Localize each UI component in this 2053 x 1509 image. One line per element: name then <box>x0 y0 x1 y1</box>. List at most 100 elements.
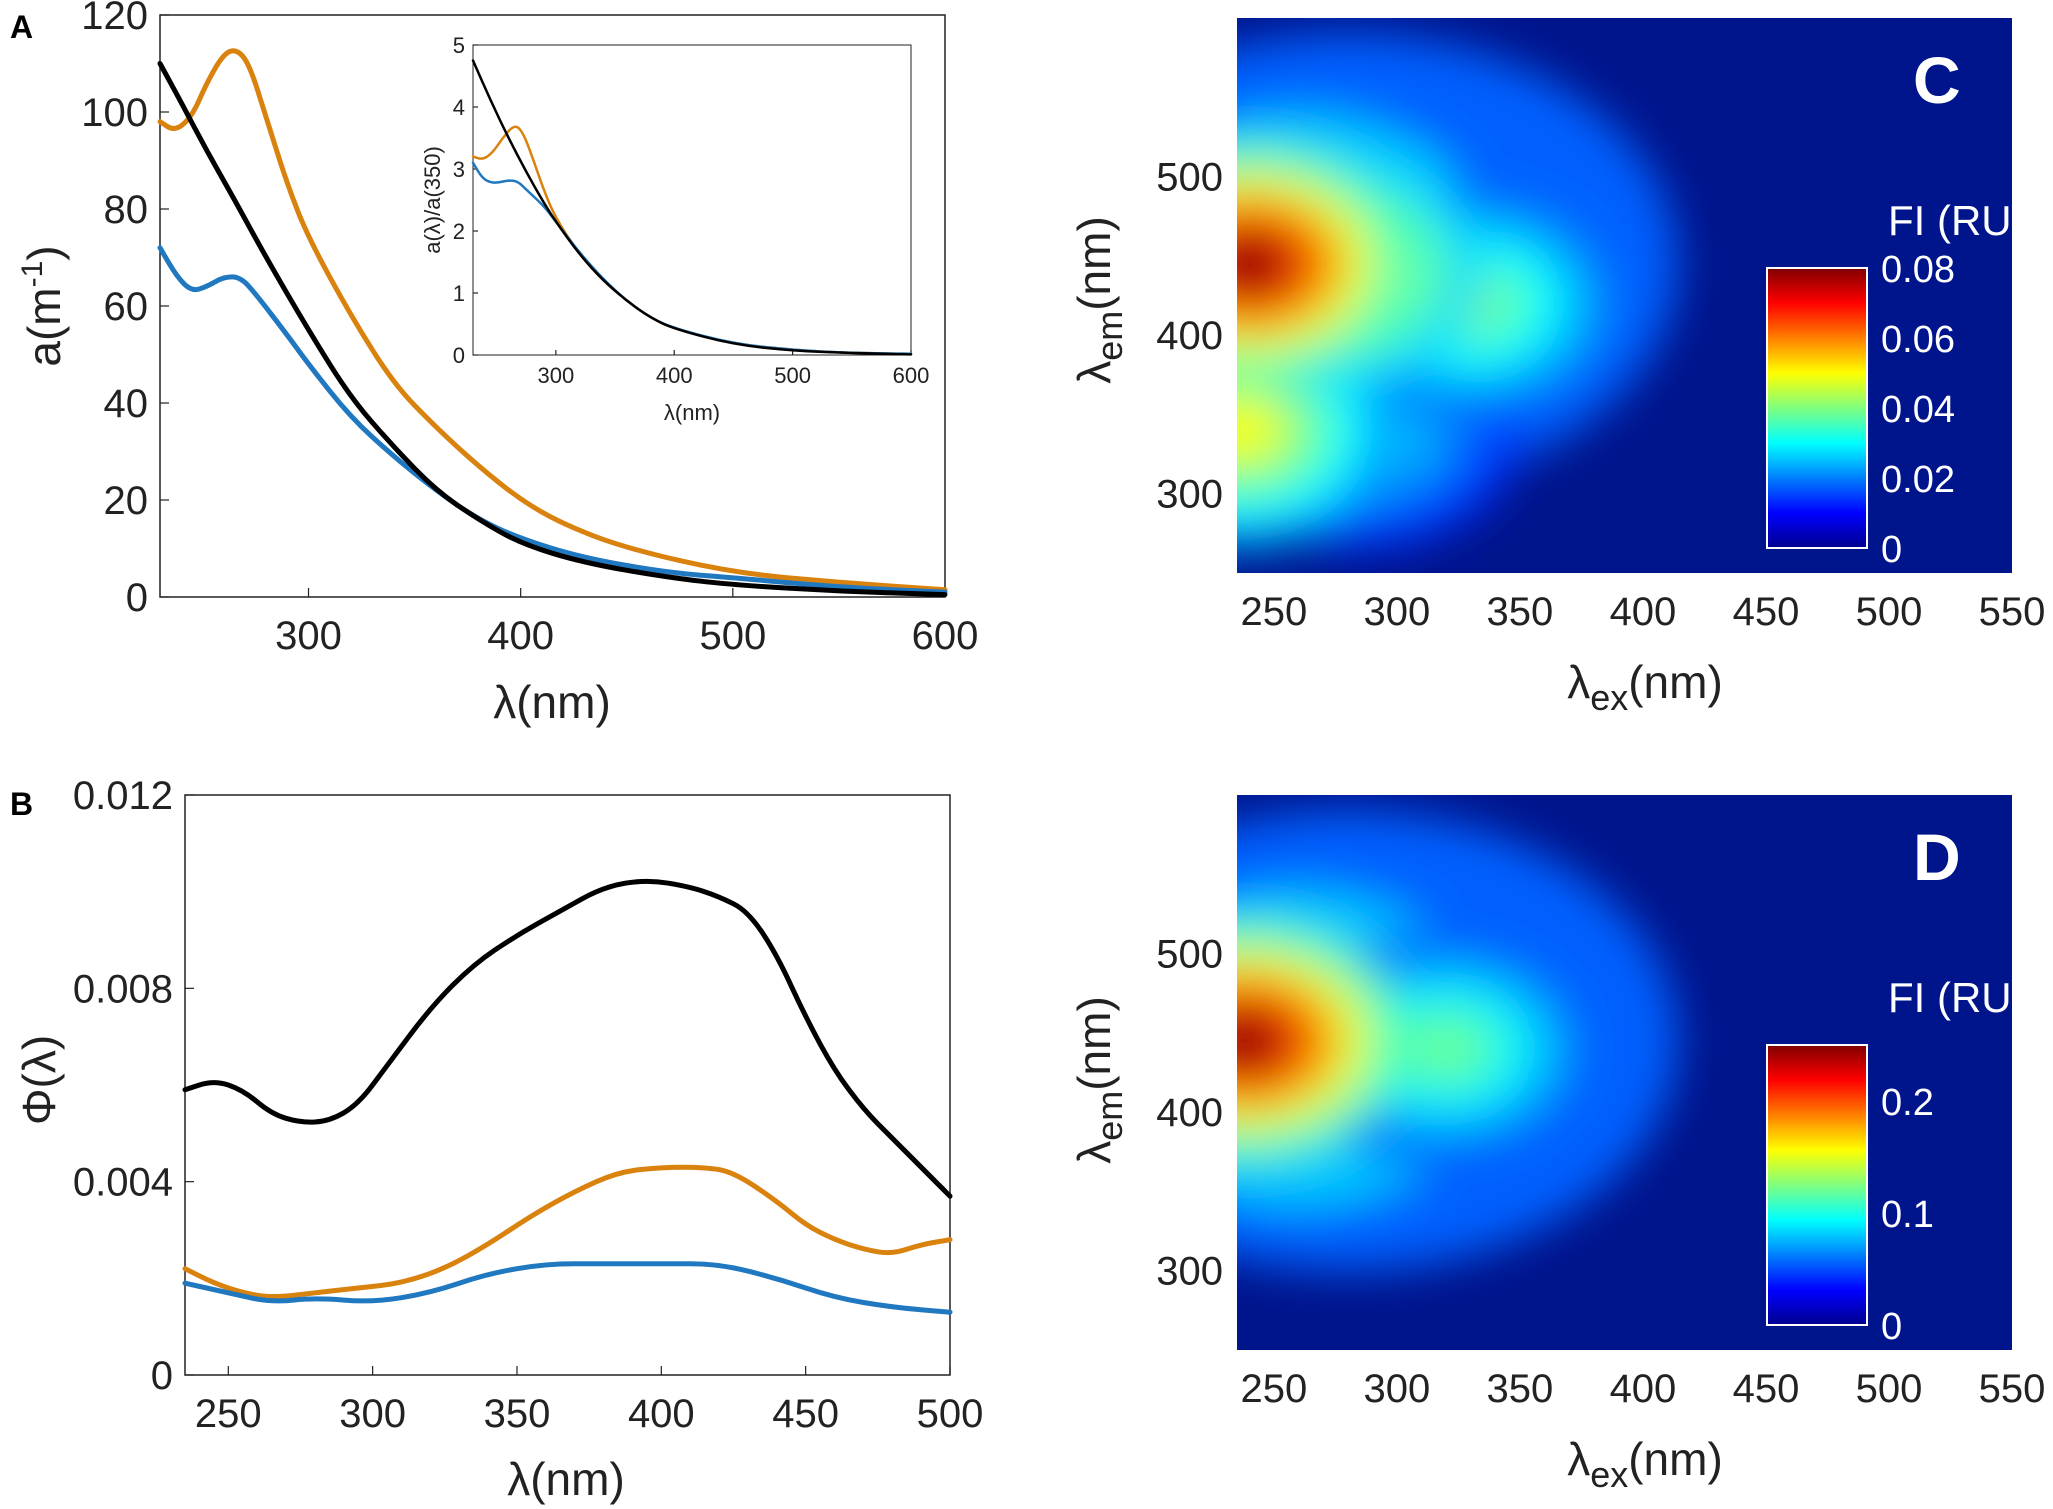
panel-a-inset-ytick-label: 5 <box>453 33 465 58</box>
panel-d-colorbar-title: FI (RU) <box>1888 974 2026 1021</box>
panel-a-xlabel: λ(nm) <box>493 676 611 728</box>
panel-a-ytick-label: 0 <box>126 576 148 620</box>
panel-d-colorbar-tick: 0.2 <box>1881 1082 1934 1124</box>
panel-b-ytick-label: 0 <box>151 1354 173 1398</box>
panel-b-lines <box>182 878 953 1315</box>
panel-a-ytick-label: 80 <box>104 188 149 232</box>
panel-label-a: A <box>10 9 33 45</box>
panel-b-xtick-label: 250 <box>195 1392 262 1436</box>
panel-c-blobs <box>1237 33 1678 550</box>
panel-d: 250 300 350 400 450 500 550 300 400 500 D FI (RU)… <box>1068 795 2045 1495</box>
panel-c-colorbar-tick: 0.04 <box>1881 389 1955 431</box>
panel-a-ytick-label: 40 <box>104 382 149 426</box>
panel-c-colorbar-tick: 0.06 <box>1881 319 1955 361</box>
panel-a-lines <box>157 48 948 598</box>
panel-a-inset-axes <box>472 44 912 356</box>
panel-c-xtick-label: 250 <box>1241 590 1308 634</box>
panel-b-ytick-label: 0.012 <box>73 774 173 818</box>
panel-c-colorbar-tick: 0.02 <box>1881 459 1955 501</box>
panel-d-xtick-label: 500 <box>1856 1367 1923 1411</box>
panel-c-xtick-label: 350 <box>1487 590 1554 634</box>
panel-d-peak <box>1411 1023 1481 1075</box>
panel-c-xtick-label: 400 <box>1610 590 1677 634</box>
panel-a-inset-ylabel: a(λ)/a(350) <box>420 146 445 254</box>
panel-a-xtick-label: 400 <box>487 614 554 658</box>
panel-c-colorbar <box>1766 267 1868 549</box>
panel-d-colorbar <box>1766 1044 1868 1326</box>
panel-b-series-orange <box>182 1164 953 1299</box>
panel-a-xtick-label: 300 <box>275 614 342 658</box>
panel-d-ylabel: λem(nm) <box>1068 996 1130 1164</box>
panel-a-inset-ytick-label: 1 <box>453 281 465 306</box>
panel-a-ytick-label: 120 <box>81 0 148 38</box>
panel-c-xlabel: λex(nm) <box>1567 656 1723 718</box>
panel-label-b: B <box>10 786 33 822</box>
panel-c-peak <box>1237 238 1284 290</box>
panel-a-series-black <box>157 61 948 598</box>
panel-d-colorbar-tick: 0 <box>1881 1306 1902 1348</box>
panel-a-inset-xtick-label: 400 <box>656 363 693 388</box>
panel-d-peak <box>1237 1015 1279 1067</box>
panel-a-inset-ytick-label: 3 <box>453 157 465 182</box>
panel-c-xtick-label: 300 <box>1364 590 1431 634</box>
panel-c-ticks: 250 300 350 400 450 500 550 300 400 500 <box>1156 156 2045 634</box>
panel-c-ytick-label: 300 <box>1156 473 1223 517</box>
panel-b-ytick-label: 0.004 <box>73 1161 173 1205</box>
panel-d-xtick-label: 450 <box>1733 1367 1800 1411</box>
panel-a-ylabel: a(m-1) <box>16 245 70 366</box>
panel-d-xlabel: λex(nm) <box>1567 1433 1723 1495</box>
panel-b-ticks: 250 300 350 400 450 500 0 0.004 0.008 0.012 <box>73 774 983 1436</box>
panel-c-ylabel: λem(nm) <box>1068 216 1130 384</box>
panel-a-inset-xtick-label: 600 <box>893 363 930 388</box>
panel-b-axes <box>184 794 951 1376</box>
panel-b-ylabel: Φ(λ) <box>13 1035 65 1125</box>
panel-d-xtick-label: 350 <box>1487 1367 1554 1411</box>
panel-a-inset-series-black <box>471 59 913 356</box>
panel-a-series-blue <box>157 245 948 595</box>
panel-a-inset-xtick-label: 500 <box>774 363 811 388</box>
panel-d-ytick-label: 300 <box>1156 1250 1223 1294</box>
panel-b-xtick-label: 400 <box>628 1392 695 1436</box>
panel-a-inset-ticks: 300 400 500 600 0 1 2 3 4 5 <box>453 33 930 388</box>
panel-d-xtick-label: 400 <box>1610 1367 1677 1411</box>
panel-d-xtick-label: 300 <box>1364 1367 1431 1411</box>
panel-b-xtick-label: 450 <box>772 1392 839 1436</box>
panel-b-series-black <box>182 878 953 1199</box>
panel-c-colorbar-tick: 0 <box>1881 529 1902 571</box>
panel-label-c: C <box>1913 43 1961 117</box>
panel-d-xtick-label: 250 <box>1241 1367 1308 1411</box>
panel-c-ytick-label: 500 <box>1156 156 1223 200</box>
panel-b: 250 300 350 400 450 500 0 0.004 0.008 0.012 λ(nm)… <box>13 774 983 1505</box>
panel-d-ytick-label: 500 <box>1156 933 1223 977</box>
panel-c-xtick-label: 550 <box>1979 590 2046 634</box>
panel-c-colorbar-ticks: 0 0.02 0.04 0.06 0.08 <box>1881 249 1955 571</box>
panel-d-ticks: 250 300 350 400 450 500 550 300 400 500 <box>1156 933 2045 1411</box>
panel-a-xtick-label: 600 <box>912 614 979 658</box>
panel-d-xtick-label: 550 <box>1979 1367 2046 1411</box>
panel-c-xtick-label: 450 <box>1733 590 1800 634</box>
panel-a-xtick-label: 500 <box>699 614 766 658</box>
panel-a-inset-ytick-label: 2 <box>453 219 465 244</box>
panel-c-xtick-label: 500 <box>1856 590 1923 634</box>
panel-b-xtick-label: 300 <box>339 1392 406 1436</box>
panel-a-ytick-label: 20 <box>104 479 149 523</box>
panel-a-series-orange <box>157 48 948 593</box>
panel-a-inset-xlabel: λ(nm) <box>664 400 720 425</box>
panel-b-ytick-label: 0.008 <box>73 967 173 1011</box>
panel-d-colorbar-tick: 0.1 <box>1881 1194 1934 1236</box>
panel-a-inset-xtick-label: 300 <box>538 363 575 388</box>
panel-a-ytick-label: 100 <box>81 91 148 135</box>
panel-a-inset-lines <box>471 59 913 356</box>
panel-c-peak <box>1237 404 1274 456</box>
panel-c: 250 300 350 400 450 500 550 300 400 500 C FI (RU)… <box>1068 18 2045 718</box>
panel-a-inset-ytick-label: 4 <box>453 95 465 120</box>
panel-c-ytick-label: 400 <box>1156 314 1223 358</box>
panel-a-inset-ytick-label: 0 <box>453 343 465 368</box>
panel-a-ytick-label: 60 <box>104 285 149 329</box>
panel-label-d: D <box>1913 820 1961 894</box>
panel-b-xtick-label: 500 <box>917 1392 984 1436</box>
panel-b-xtick-label: 350 <box>484 1392 551 1436</box>
